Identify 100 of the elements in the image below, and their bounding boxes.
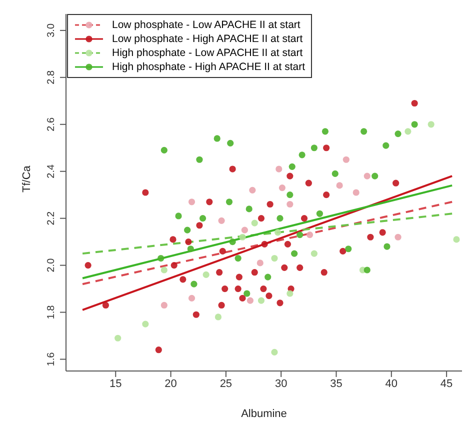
point: [202, 271, 210, 278]
point: [340, 248, 346, 255]
point: [367, 234, 374, 240]
point: [229, 166, 236, 172]
point: [180, 276, 186, 283]
point: [411, 100, 418, 107]
point: [216, 269, 223, 276]
y-tick-label: 2.0: [46, 258, 57, 272]
point: [251, 269, 258, 276]
y-tick-label: 2.6: [46, 117, 57, 132]
point: [188, 198, 196, 206]
point: [364, 266, 370, 274]
point: [234, 254, 242, 262]
point: [336, 182, 343, 189]
y-tick-label: 2.8: [46, 70, 57, 84]
point: [291, 250, 298, 257]
point: [300, 215, 308, 222]
point: [170, 262, 178, 269]
point: [246, 297, 254, 304]
point: [394, 234, 402, 240]
point: [229, 238, 236, 246]
point: [226, 198, 233, 206]
y-tick-label: 1.8: [46, 304, 57, 320]
point: [384, 243, 390, 250]
point: [274, 229, 282, 236]
point: [382, 142, 390, 149]
point: [175, 212, 182, 220]
point: [236, 274, 242, 280]
point: [352, 189, 360, 196]
y-tick-label: 2.2: [46, 210, 57, 226]
point: [206, 198, 213, 206]
point: [323, 144, 330, 152]
point: [286, 290, 294, 297]
point: [241, 226, 248, 234]
point: [218, 217, 225, 224]
point: [218, 302, 225, 309]
y-axis-title: Tf/Ca: [20, 164, 33, 192]
point: [239, 294, 246, 302]
x-tick-label: 15: [110, 378, 122, 390]
point: [264, 274, 272, 280]
point: [404, 128, 412, 135]
point: [170, 236, 176, 243]
point: [187, 246, 194, 252]
point: [160, 302, 168, 309]
point: [102, 302, 110, 309]
point: [188, 294, 196, 302]
point: [214, 135, 220, 142]
point: [196, 222, 203, 229]
point: [310, 250, 318, 257]
point: [261, 240, 268, 248]
point: [394, 130, 402, 138]
point: [184, 226, 191, 234]
point: [222, 285, 228, 292]
point: [453, 236, 460, 243]
point: [258, 297, 265, 304]
legend-label: High phosphate - Low APACHE II at start: [112, 46, 303, 60]
point: [286, 200, 294, 208]
legend-label: Low phosphate - High APACHE II at start: [112, 32, 303, 46]
point: [239, 234, 246, 240]
point: [249, 186, 256, 194]
x-tick-label: 45: [440, 378, 453, 390]
point: [214, 314, 222, 320]
point: [114, 334, 122, 342]
point: [345, 246, 352, 252]
point: [190, 280, 198, 288]
point: [234, 285, 242, 292]
x-axis-title: Albumine: [241, 408, 287, 420]
point: [284, 240, 292, 248]
point: [296, 264, 304, 271]
point: [342, 156, 350, 163]
y-tick-label: 1.6: [46, 352, 57, 366]
point: [364, 172, 370, 180]
point: [310, 144, 318, 152]
point: [84, 262, 92, 269]
point: [192, 311, 200, 318]
point: [372, 172, 378, 180]
point: [266, 200, 274, 208]
point: [281, 264, 288, 271]
point: [276, 215, 284, 222]
point: [266, 292, 272, 300]
x-tick-label: 25: [220, 378, 232, 390]
point: [158, 254, 164, 262]
point: [278, 184, 286, 192]
point: [160, 266, 168, 274]
point: [256, 260, 264, 266]
x-tick-label: 30: [274, 378, 288, 390]
point: [428, 121, 434, 128]
point: [332, 170, 338, 178]
point: [379, 229, 386, 236]
legend-label: High phosphate - High APACHE II at start: [112, 60, 305, 74]
point: [199, 215, 206, 222]
x-tick-label: 35: [330, 378, 342, 390]
point: [196, 156, 203, 163]
point: [244, 290, 250, 297]
x-tick-label: 20: [164, 378, 177, 390]
y-tick-label: 2.4: [46, 164, 57, 178]
point: [160, 146, 168, 154]
point: [155, 346, 162, 354]
point: [316, 210, 324, 217]
point: [271, 254, 278, 262]
